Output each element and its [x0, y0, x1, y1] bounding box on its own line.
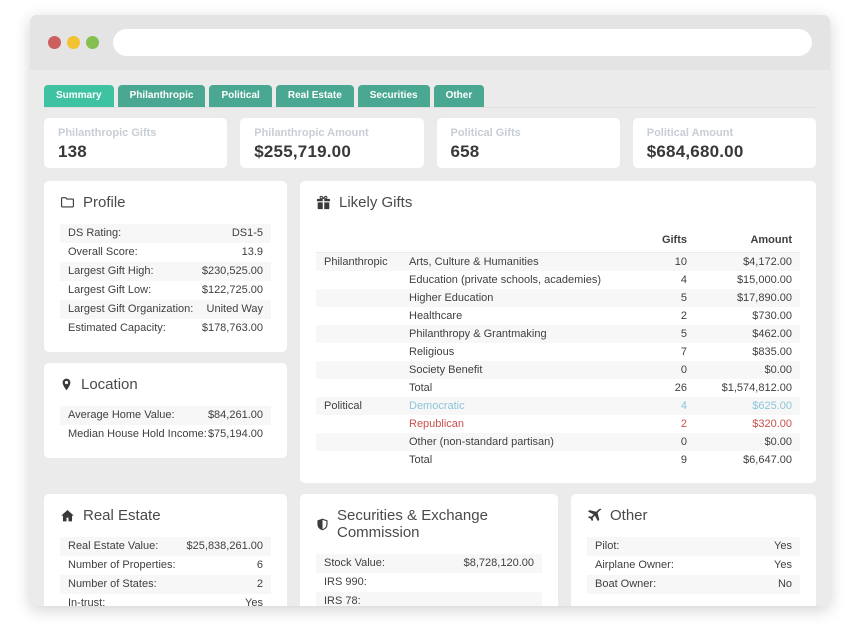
other-panel-title: Other: [587, 507, 800, 524]
panel-title-text: Other: [610, 507, 648, 524]
stat-value: 658: [450, 142, 480, 161]
profile-panel-title: Profile: [60, 194, 271, 211]
table-row: Religious 7 $835.00: [409, 345, 792, 358]
real-estate-panel-title: Real Estate: [60, 507, 271, 524]
table-row: Other (non-standard partisan) 0 $0.00: [316, 433, 800, 451]
close-button[interactable]: [48, 36, 61, 49]
table-row: Total 9 $6,647.00: [409, 453, 792, 466]
kv-row: In-trust: Yes: [68, 597, 263, 607]
kv-row: Estimated Capacity: $178,763.00: [68, 322, 263, 334]
panel-title-text: Securities & Exchange Commission: [337, 507, 488, 541]
table-header-row: Gifts Amount: [316, 231, 800, 253]
home-icon: [60, 509, 75, 523]
stat-label: Political Gifts: [450, 127, 521, 139]
kv-row: Pilot: Yes: [587, 537, 800, 556]
profile-panel: Profile DS Rating: DS1-5 Overall Score: 13…: [44, 181, 287, 352]
kv-row: Stock Value: $8,728,120.00: [316, 554, 542, 573]
stat-card-political-amount: Political Amount $684,680.00: [632, 118, 816, 168]
table-row: Philanthropic Arts, Culture & Humanities 1…: [316, 252, 800, 271]
stat-label: Political Amount: [646, 127, 734, 139]
sec-panel-title: Securities & Exchange Commission: [316, 507, 542, 541]
location-panel: Location Average Home Value: $84,261.00 M…: [44, 363, 287, 458]
tab-philanthropic[interactable]: Philanthropic: [117, 85, 206, 107]
kv-row: Overall Score: 13.9: [68, 246, 263, 258]
profile-rows: DS Rating: DS1-5 Overall Score: 13.9 Large…: [60, 224, 271, 338]
window-controls: [48, 36, 99, 49]
zoom-button[interactable]: [86, 36, 99, 49]
kv-row: Number of States: 2: [60, 575, 271, 594]
kv-row: Number of Properties: 6: [68, 559, 263, 571]
stat-card-political-gifts: Political Gifts 658: [436, 118, 620, 168]
table-row: Education (private schools, academies) 4 $…: [409, 273, 792, 286]
table-row: Higher Education 5 $17,890.00: [316, 289, 800, 307]
kv-row: Real Estate Value: $25,838,261.00: [60, 537, 271, 556]
table-row-republican: Republican 2 $320.00: [409, 417, 792, 430]
tab-other[interactable]: Other: [433, 85, 485, 107]
panel-title-text: Location: [81, 376, 138, 393]
table-row: Healthcare 2 $730.00: [409, 309, 792, 322]
map-marker-icon: [60, 377, 73, 392]
stat-card-philanthropic-gifts: Philanthropic Gifts 138: [44, 118, 228, 168]
stat-value: 138: [58, 142, 87, 161]
kv-row: Largest Gift Organization: United Way: [60, 300, 271, 319]
real-estate-rows: Real Estate Value: $25,838,261.00 Number …: [60, 537, 271, 606]
table-row-democratic: Political Democratic 4 $625.00: [316, 397, 800, 415]
sec-panel: Securities & Exchange Commission Stock V…: [300, 494, 558, 606]
other-panel: Other Pilot: Yes Airplane Owner: Yes Boat …: [571, 494, 816, 606]
col-header-amount: Amount: [695, 231, 800, 253]
kv-row: Largest Gift High: $230,525.00: [60, 262, 271, 281]
airplane-icon: [587, 508, 602, 523]
kv-row: Largest Gift Low: $122,725.00: [68, 284, 263, 296]
panel-title-text: Profile: [83, 194, 126, 211]
minimize-button[interactable]: [67, 36, 80, 49]
stat-card-philanthropic-amount: Philanthropic Amount $255,719.00: [240, 118, 424, 168]
col-header-gifts: Gifts: [635, 231, 695, 253]
stat-label: Philanthropic Gifts: [58, 127, 157, 139]
panel-title-text: Likely Gifts: [339, 194, 413, 211]
stat-cards: Philanthropic Gifts 138 Philanthropic Am…: [44, 118, 816, 168]
stat-value: $255,719.00: [254, 142, 351, 161]
browser-chrome: [30, 15, 830, 70]
tab-summary[interactable]: Summary: [44, 85, 114, 107]
shield-icon: [316, 517, 329, 532]
tab-political[interactable]: Political: [209, 85, 272, 107]
other-rows: Pilot: Yes Airplane Owner: Yes Boat Owner:…: [587, 537, 800, 594]
kv-row: IRS 78:: [316, 592, 542, 606]
stat-value: $684,680.00: [646, 142, 744, 161]
kv-row: Boat Owner: No: [587, 575, 800, 594]
folder-icon: [60, 195, 75, 210]
tab-securities[interactable]: Securities: [357, 85, 430, 107]
likely-gifts-table: Gifts Amount Philanthropic Arts, Culture …: [316, 231, 800, 469]
table-row: Society Benefit 0 $0.00: [316, 361, 800, 379]
kv-row: Median House Hold Income: $75,194.00: [68, 428, 263, 440]
kv-row: Average Home Value: $84,261.00: [60, 406, 271, 425]
browser-window: Summary Philanthropic Political Real Est…: [30, 15, 830, 606]
url-bar[interactable]: [113, 29, 812, 56]
location-rows: Average Home Value: $84,261.00 Median Hou…: [60, 406, 271, 444]
dashboard-page: Summary Philanthropic Political Real Est…: [30, 70, 830, 606]
table-row: Total 26 $1,574,812.00: [409, 381, 792, 394]
table-row: Philanthropy & Grantmaking 5 $462.00: [316, 325, 800, 343]
kv-row: Airplane Owner: Yes: [595, 559, 792, 571]
gift-icon: [316, 195, 331, 210]
likely-gifts-panel-title: Likely Gifts: [316, 194, 800, 211]
kv-row: DS Rating: DS1-5: [60, 224, 271, 243]
location-panel-title: Location: [60, 376, 271, 393]
kv-row: IRS 990:: [324, 576, 367, 588]
likely-gifts-panel: Likely Gifts Gifts Amount Philanthropic A…: [300, 181, 816, 483]
sec-rows: Stock Value: $8,728,120.00 IRS 990: IRS 7…: [316, 554, 542, 606]
tab-real-estate[interactable]: Real Estate: [275, 85, 354, 107]
real-estate-panel: Real Estate Real Estate Value: $25,838,26…: [44, 494, 287, 606]
tab-bar: Summary Philanthropic Political Real Est…: [44, 85, 816, 108]
stat-label: Philanthropic Amount: [254, 127, 369, 139]
panel-title-text: Real Estate: [83, 507, 161, 524]
